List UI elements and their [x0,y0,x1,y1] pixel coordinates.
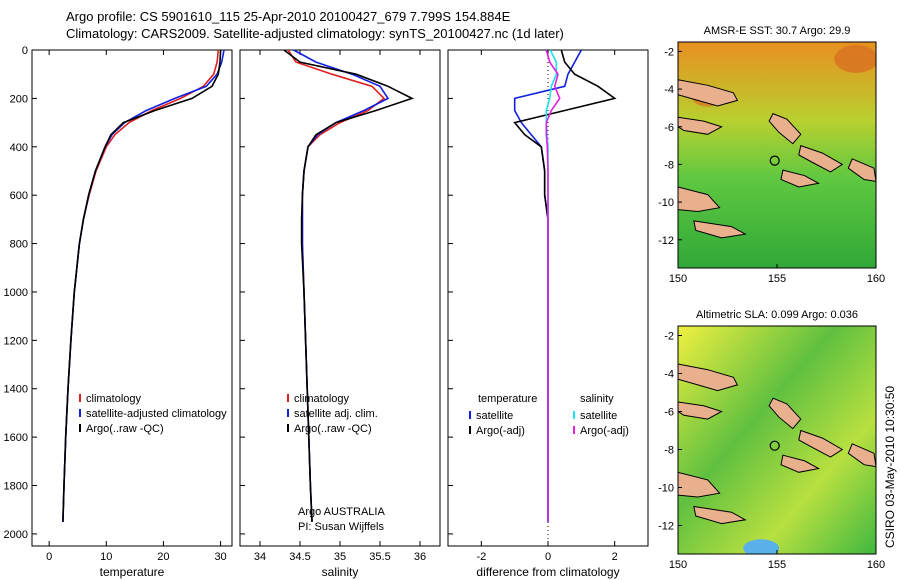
series-line-3 [283,49,415,522]
map-sla_map: Altimetric SLA: 0.099 Argo: 0.036 150 155 1… [658,309,885,571]
legend-label: Argo(..raw -QC) [86,423,164,435]
x-tick-label: 160 [867,559,885,571]
x-tick-label: 36 [414,551,426,563]
x-tick-label: 0 [545,551,551,563]
x-axis-label: difference from climatology [476,565,619,579]
island-outline [678,363,739,392]
y-tick-label: 200 [10,93,28,105]
x-tick-label: 20 [157,551,169,563]
x-tick-label: 10 [100,551,112,563]
y-tick-label: 600 [10,190,28,202]
x-tick-label: 2 [612,551,618,563]
panel-difference: -2 0 2 difference from climatology temperatu… [447,49,649,579]
island-outline [847,443,876,468]
x-tick-label: 155 [768,559,786,571]
island-outline [798,429,844,458]
island-outline [780,454,821,473]
legend-label: Argo(..raw -QC) [294,423,372,435]
y-tick-label: -2 [664,331,674,343]
island-outline [847,158,876,182]
x-tick-label: 34 [254,551,266,563]
island-outline [798,144,844,173]
x-tick-label: -2 [476,551,486,563]
legend-label: climatology [294,393,350,405]
y-tick-label: 1000 [4,287,28,299]
legend-label: satellite [580,410,617,422]
x-tick-label: 150 [669,273,687,285]
profile-location-marker [769,440,780,451]
footer-credit: CSIRO 03-May-2010 10:30:50 [883,386,897,548]
map-sst_map: AMSR-E SST: 30.7 Argo: 29.9 150 155 160 -2 -4… [658,25,885,285]
x-tick-label: 155 [768,273,786,285]
legend-label: Argo(-adj) [580,425,629,437]
annotation: Argo AUSTRALIA [298,506,385,518]
panel-salinity: 34 34.5 35 35.5 36 salinity climatology satelli… [239,49,441,579]
y-tick-label: -12 [658,521,674,533]
y-tick-label: -10 [658,197,674,209]
y-tick-label: -8 [664,159,674,171]
legend-group-title: salinity [580,393,614,405]
x-tick-label: 150 [669,559,687,571]
y-tick-label: 1400 [4,384,28,396]
y-tick-label: -4 [664,369,674,381]
series-line-3 [62,49,222,522]
island-outline [693,220,747,239]
x-axis-label: temperature [100,565,165,579]
header-line-1: Argo profile: CS 5901610_115 25-Apr-2010… [66,9,511,24]
legend-label: climatology [86,393,142,405]
island-outline [678,116,723,135]
map-field [678,326,876,554]
legend-label: satellite adj. clim. [294,408,378,420]
island-outline [693,505,747,525]
x-tick-label: 30 [214,551,226,563]
y-tick-label: 1800 [4,481,28,493]
header-line-2: Climatology: CARS2009. Satellite-adjuste… [66,26,564,41]
x-tick-label: 0 [46,551,52,563]
island-outline [780,169,821,188]
map-low-patch [743,539,780,554]
y-tick-label: -6 [664,407,674,419]
x-tick-label: 160 [867,273,885,285]
y-tick-label: -10 [658,483,674,495]
island-outline [768,112,802,145]
y-tick-label: 0 [22,45,28,57]
y-tick-label: 2000 [4,529,28,541]
map-field [678,42,876,268]
y-tick-label: 1200 [4,335,28,347]
y-tick-label: -4 [664,84,674,96]
legend-label: satellite-adjusted climatology [86,408,227,420]
legend-label: Argo(-adj) [476,425,525,437]
island-outline [678,186,721,213]
y-tick-label: 1600 [4,432,28,444]
island-outline [678,79,739,107]
x-axis-label: salinity [322,565,359,579]
plot-frame [31,49,233,547]
x-tick-label: 35.5 [369,551,390,563]
x-tick-label: 34.5 [289,551,310,563]
island-outline [678,471,721,498]
panel-temperature: 0 10 20 30 temperature 0 200 400 600 800 1000 1200 1… [4,45,233,579]
map-title: AMSR-E SST: 30.7 Argo: 29.9 [704,25,851,37]
y-tick-label: -8 [664,445,674,457]
y-tick-label: -2 [664,46,674,58]
legend-group-title: temperature [478,393,537,405]
y-tick-label: -6 [664,122,674,134]
x-tick-label: 35 [334,551,346,563]
island-outline [678,401,723,420]
legend-label: satellite [476,410,513,422]
y-tick-label: -12 [658,235,674,247]
profile-location-marker [769,155,780,166]
annotation: PI: Susan Wijffels [298,521,384,533]
map-title: Altimetric SLA: 0.099 Argo: 0.036 [696,309,858,321]
series-line-4 [545,49,561,522]
y-tick-label: 800 [10,239,28,251]
island-outline [768,397,802,430]
y-tick-label: 400 [10,142,28,154]
map-warm-patch [834,44,876,73]
plot-frame [239,49,441,547]
